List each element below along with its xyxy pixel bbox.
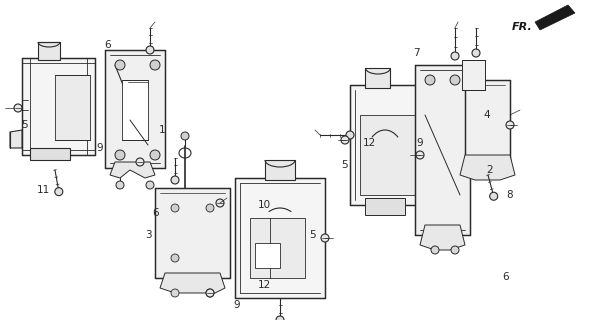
Polygon shape bbox=[415, 65, 470, 235]
Text: 5: 5 bbox=[309, 230, 315, 240]
Circle shape bbox=[146, 181, 154, 189]
Circle shape bbox=[451, 52, 459, 60]
Circle shape bbox=[506, 121, 514, 129]
Polygon shape bbox=[265, 160, 295, 180]
Text: 6: 6 bbox=[153, 208, 159, 218]
Circle shape bbox=[171, 204, 179, 212]
Circle shape bbox=[206, 204, 214, 212]
Text: 5: 5 bbox=[342, 160, 348, 170]
Circle shape bbox=[171, 176, 179, 184]
Circle shape bbox=[115, 60, 125, 70]
Polygon shape bbox=[460, 155, 515, 180]
Circle shape bbox=[116, 181, 124, 189]
Text: 11: 11 bbox=[36, 185, 49, 195]
Text: 6: 6 bbox=[502, 272, 510, 282]
Text: 10: 10 bbox=[257, 200, 271, 210]
Circle shape bbox=[171, 289, 179, 297]
Polygon shape bbox=[22, 58, 95, 155]
Circle shape bbox=[146, 46, 154, 54]
Circle shape bbox=[472, 49, 480, 57]
Polygon shape bbox=[365, 198, 405, 215]
Text: 5: 5 bbox=[21, 120, 29, 130]
Polygon shape bbox=[360, 115, 415, 195]
Text: 12: 12 bbox=[362, 138, 375, 148]
Polygon shape bbox=[55, 75, 90, 140]
Polygon shape bbox=[255, 243, 280, 268]
Polygon shape bbox=[420, 225, 465, 250]
Text: 8: 8 bbox=[507, 190, 513, 200]
Text: 9: 9 bbox=[97, 143, 103, 153]
Text: 12: 12 bbox=[257, 280, 271, 290]
Circle shape bbox=[450, 75, 460, 85]
Text: 1: 1 bbox=[159, 125, 165, 135]
Polygon shape bbox=[155, 188, 230, 278]
Circle shape bbox=[346, 131, 354, 139]
Circle shape bbox=[171, 254, 179, 262]
Polygon shape bbox=[535, 5, 575, 30]
Polygon shape bbox=[462, 60, 485, 90]
Polygon shape bbox=[160, 273, 225, 293]
Circle shape bbox=[150, 60, 160, 70]
Polygon shape bbox=[105, 50, 165, 168]
Circle shape bbox=[216, 199, 224, 207]
Circle shape bbox=[431, 246, 439, 254]
Circle shape bbox=[490, 192, 498, 200]
Circle shape bbox=[206, 289, 214, 297]
Circle shape bbox=[150, 150, 160, 160]
Text: 9: 9 bbox=[234, 300, 240, 310]
Polygon shape bbox=[110, 162, 155, 178]
Circle shape bbox=[451, 246, 459, 254]
Text: 6: 6 bbox=[105, 40, 111, 50]
Text: 7: 7 bbox=[412, 48, 420, 58]
Circle shape bbox=[321, 234, 329, 242]
Circle shape bbox=[136, 158, 144, 166]
Polygon shape bbox=[235, 178, 325, 298]
Circle shape bbox=[416, 151, 424, 159]
Circle shape bbox=[276, 316, 284, 320]
Polygon shape bbox=[38, 42, 60, 60]
Polygon shape bbox=[350, 85, 420, 205]
Polygon shape bbox=[30, 148, 70, 160]
Polygon shape bbox=[465, 80, 510, 160]
Text: 4: 4 bbox=[484, 110, 491, 120]
Circle shape bbox=[206, 289, 214, 297]
Text: 3: 3 bbox=[145, 230, 151, 240]
Circle shape bbox=[55, 188, 63, 196]
Circle shape bbox=[14, 104, 22, 112]
Polygon shape bbox=[365, 68, 390, 88]
Text: 9: 9 bbox=[417, 138, 423, 148]
Polygon shape bbox=[122, 80, 148, 140]
Text: 2: 2 bbox=[487, 165, 493, 175]
Circle shape bbox=[115, 150, 125, 160]
Circle shape bbox=[181, 132, 189, 140]
Circle shape bbox=[425, 75, 435, 85]
Polygon shape bbox=[10, 130, 22, 148]
Circle shape bbox=[341, 136, 349, 144]
Polygon shape bbox=[250, 218, 305, 278]
Text: FR.: FR. bbox=[512, 22, 533, 32]
